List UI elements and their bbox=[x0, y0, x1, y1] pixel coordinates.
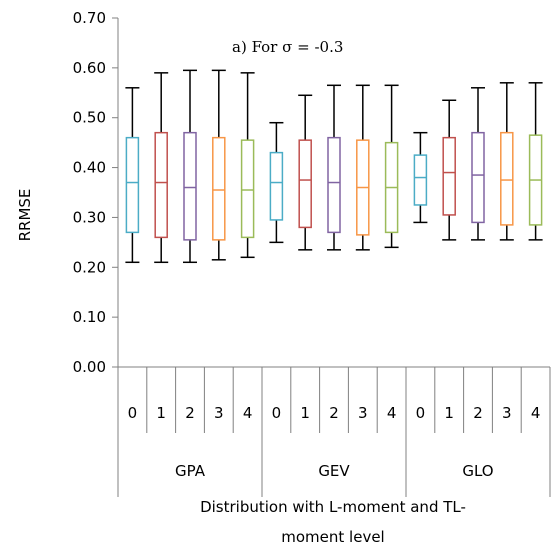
category-label: 4 bbox=[531, 404, 541, 422]
group-label: GPA bbox=[175, 462, 206, 480]
x-axis-title-line2: moment level bbox=[281, 528, 384, 546]
box-iqr bbox=[183, 131, 197, 241]
category-label: 0 bbox=[272, 404, 282, 422]
y-tick-label: 0.70 bbox=[73, 9, 106, 27]
y-axis-title: RRMSE bbox=[16, 189, 34, 242]
category-label: 3 bbox=[214, 404, 224, 422]
box-iqr bbox=[442, 136, 456, 216]
y-tick-label: 0.50 bbox=[73, 109, 106, 127]
box-iqr bbox=[212, 136, 226, 241]
y-tick-label: 0.60 bbox=[73, 59, 106, 77]
category-label: 2 bbox=[185, 404, 195, 422]
group-label: GLO bbox=[462, 462, 493, 480]
category-label: 3 bbox=[358, 404, 368, 422]
category-label: 2 bbox=[473, 404, 483, 422]
category-label: 1 bbox=[300, 404, 310, 422]
category-label: 0 bbox=[128, 404, 138, 422]
category-label: 4 bbox=[243, 404, 253, 422]
y-tick-label: 0.40 bbox=[73, 159, 106, 177]
box-iqr bbox=[154, 131, 168, 239]
x-axis-title-line1: Distribution with L-moment and TL- bbox=[200, 498, 466, 516]
chart-annotation: a) For σ = -0.3 bbox=[232, 38, 343, 56]
box-iqr bbox=[240, 139, 255, 239]
category-label: 1 bbox=[156, 404, 166, 422]
box-iqr bbox=[125, 136, 140, 234]
y-tick-label: 0.30 bbox=[73, 208, 106, 226]
category-label: 4 bbox=[387, 404, 397, 422]
y-tick-label: 0.10 bbox=[73, 308, 106, 326]
box-iqr bbox=[471, 131, 485, 224]
y-axis: 0.00 0.10 0.20 0.30 0.40 0.50 0.60 0.70 bbox=[73, 9, 119, 376]
category-label: 2 bbox=[329, 404, 339, 422]
box-iqr bbox=[327, 136, 341, 234]
box-iqr bbox=[500, 131, 514, 226]
y-tick-label: 0.00 bbox=[73, 358, 106, 376]
box-iqr bbox=[269, 151, 284, 221]
box-iqr bbox=[298, 139, 312, 229]
box-series bbox=[125, 69, 543, 264]
box-iqr bbox=[413, 154, 428, 206]
y-tick-label: 0.20 bbox=[73, 258, 106, 276]
category-label: 0 bbox=[416, 404, 426, 422]
category-label: 1 bbox=[444, 404, 454, 422]
category-label: 3 bbox=[502, 404, 512, 422]
group-label: GEV bbox=[318, 462, 350, 480]
